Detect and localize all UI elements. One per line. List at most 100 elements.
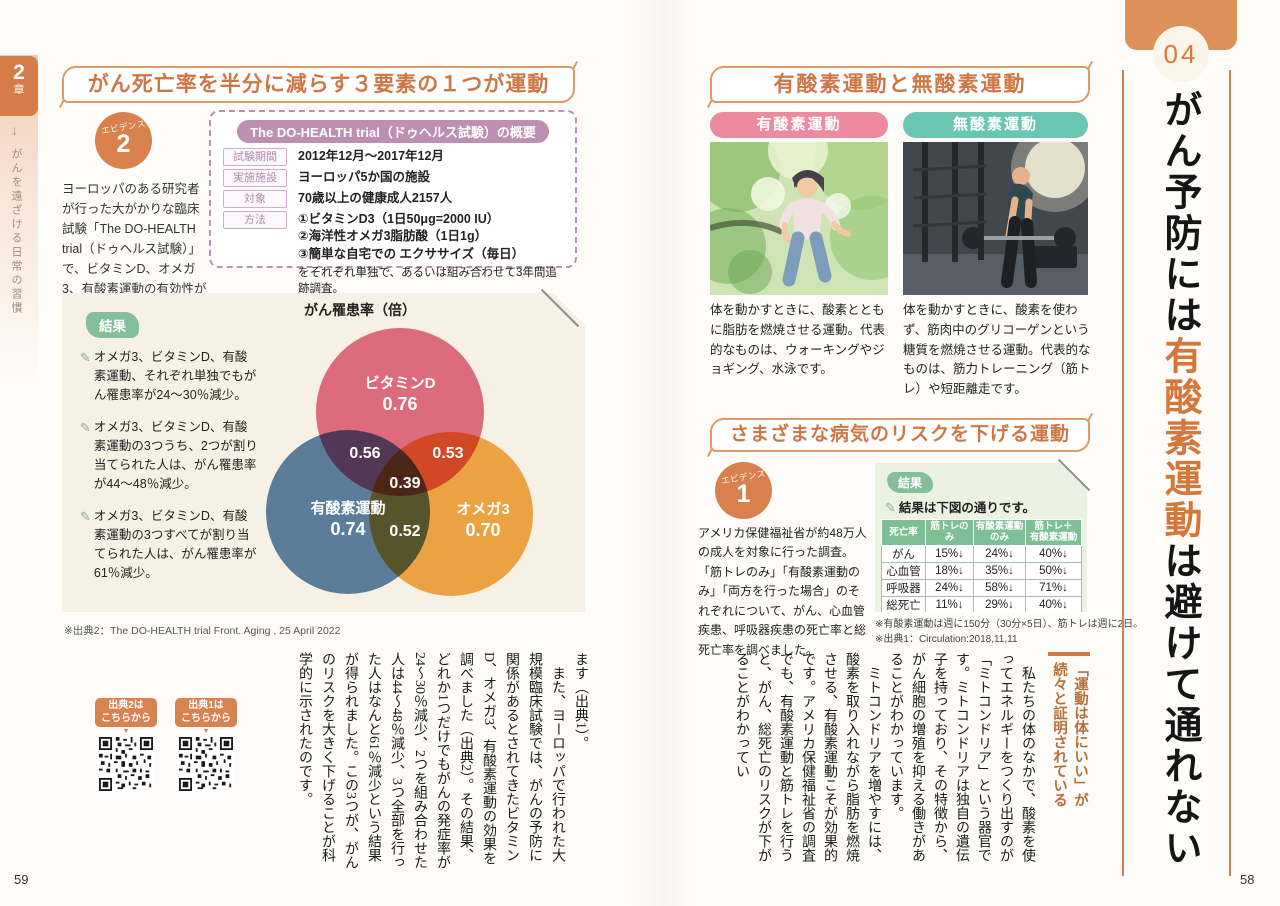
aerobic-photo [710,142,888,295]
trial-row-label: 対象 [223,190,287,208]
left-body-text: ます（出典1）。 また、ヨーロッパで行われた大規模臨床試験では、がんの予防に関係… [297,652,588,869]
chapter-label: がんを遠ざける日常の習慣 [10,148,22,316]
table-cell: 18%↓ [926,562,974,579]
section-title-post: は避けて通れない [1158,541,1200,869]
anaerobic-pill: 無酸素運動 [903,112,1088,138]
evidence-number: 2 [116,130,131,158]
table-header: 筋トレのみ [926,520,974,546]
page-number-right: 58 [1240,872,1255,887]
aerobic-caption: 体を動かすときに、酸素とともに脂肪を燃焼させる運動。代表的なものは、ウォーキング… [710,303,886,377]
result-bullet: ✎ オメガ3、ビタミンD、有酸素運動の3つすべてが割り当てられた人は、がん罹患率… [80,507,258,583]
result-bullet-list: ✎ オメガ3、ビタミンD、有酸素運動、それぞれ単独でもがん罹患率が24～30％減… [80,348,258,596]
qr-code-source1 [179,737,233,791]
venn-circle-omega3 [369,432,533,596]
section-number-badge: 04 [1153,26,1209,82]
evidence-number: 1 [736,480,751,508]
trial-row: 実施施設 ヨーロッパ5か国の施設 [223,169,563,187]
trial-row-value: ①ビタミンD3（1日50μg=2000 IU） ②海洋性オメガ3脂肪酸（1日1g… [298,212,525,261]
section-title-pre: がん予防には [1158,90,1200,336]
table-cell: 24%↓ [926,579,974,596]
section-rule-left [1122,70,1124,876]
table-cell: 71%↓ [1026,579,1082,596]
chapter-unit: 章 [13,84,25,96]
venn-overlap-value: 0.39 [389,475,421,492]
trial-method-note: をそれぞれ単独で、あるいは組み合わせて3年間追跡調査。 [298,266,557,295]
evidence-1-paragraph: アメリカ保健福祉省が約48万人の成人を対象に行った調査。「筋トレのみ」「有酸素運… [698,526,867,657]
table-header: 筋トレ＋ 有酸素運動 [1026,520,1082,546]
table-cell: 58%↓ [974,579,1026,596]
venn-label-aerobic: 有酸素運動 0.74 [278,500,418,540]
table-header-row: 死亡率 筋トレのみ 有酸素運動 のみ 筋トレ＋ 有酸素運動 [882,520,1082,546]
venn-overlap-value: 0.56 [349,445,381,462]
chapter-number: 2 [13,61,25,84]
table-cell: 呼吸器 [882,579,926,596]
trial-row: 方法 ①ビタミンD3（1日50μg=2000 IU） ②海洋性オメガ3脂肪酸（1… [223,211,563,263]
bullet-text: オメガ3、ビタミンD、有酸素運動の3つすべてが割り当てられた人は、がん罹患率が6… [93,509,257,580]
table-cell: 50%↓ [1026,562,1082,579]
pencil-icon: ✎ [80,350,91,365]
table-row: 呼吸器 24%↓ 58%↓ 71%↓ [882,579,1082,596]
section-title: がん予防には有酸素運動は避けて通れない [1132,90,1222,880]
trial-row-value: ヨーロッパ5か国の施設 [298,170,430,184]
qr-badge-source1: 出典1は こちらから [175,698,237,727]
venn-diagram: ビタミンD 0.76 有酸素運動 0.74 オメガ3 0.70 0.56 0.5… [257,323,582,608]
result-badge-left: 結果 [86,312,139,338]
table-row: がん 15%↓ 24%↓ 40%↓ [882,545,1082,562]
table-cell: 心血管 [882,562,926,579]
table-cell: 40%↓ [1026,596,1082,613]
venn-label-omega3: オメガ3 0.70 [413,501,553,541]
qr-item-source2: 出典2は こちらから ▼ [95,698,157,796]
chapter-arrow-icon: ↓ [11,122,18,138]
venn-overlap-value: 0.53 [432,445,464,462]
result-bullet: ✎ オメガ3、ビタミンD、有酸素運動、それぞれ単独でもがん罹患率が24～30％減… [80,348,258,405]
venn-set-value: 0.74 [330,518,366,539]
chapter-tab: 2 章 [0,56,38,116]
table-cell: 24%↓ [974,545,1026,562]
right-page-title: 有酸素運動と無酸素運動 [710,66,1090,103]
table-row: 総死亡 11%↓ 29%↓ 40%↓ [882,596,1082,613]
trial-row-label: 方法 [223,211,287,229]
table-cell: 35%↓ [974,562,1026,579]
venn-overlap-value: 0.52 [389,523,421,540]
anaerobic-caption: 体を動かすときに、酸素を使わず、筋肉中のグリコーゲンという糖質を燃焼させる運動。… [903,303,1091,396]
result-badge-right: 結果 [887,472,933,493]
qr-pointer-icon: ▼ [122,728,130,735]
section-title-highlight: 有酸素運動 [1158,336,1200,541]
qr-item-source1: 出典1は こちらから ▼ [175,698,237,796]
jogging-woman-illustration [710,142,888,295]
table-cell: 11%↓ [926,596,974,613]
qr-code-source2 [99,737,153,791]
result-bullet: ✎ オメガ3、ビタミンD、有酸素運動の3つうち、2つが割り当てられた人は、がん罹… [80,418,258,494]
table-cell: 29%↓ [974,596,1026,613]
table-cell: がん [882,545,926,562]
result-note-text: 結果は下図の通りです。 [898,501,1036,515]
right-body-column: 「運動は体にいい」が 続々と証明されている 私たちの体のなかで、酸素を使ってエネ… [700,652,1090,875]
result-panel-right: 結果 ✎ 結果は下図の通りです。 死亡率 筋トレのみ 有酸素運動 のみ 筋トレ＋ … [875,463,1087,612]
pencil-icon: ✎ [80,420,91,435]
table-cell: 15%↓ [926,545,974,562]
trial-row-label: 実施施設 [223,169,287,187]
pencil-icon: ✎ [80,509,91,524]
trial-row: 対象 70歳以上の健康成人2157人 [223,190,563,208]
trial-row: 試験期間 2012年12月～2017年12月 [223,148,563,166]
section-rule-right [1229,70,1231,876]
venn-set-name: 有酸素運動 [310,500,386,517]
source-citation-2: ※出典2：The DO-HEALTH trial Front. Aging , … [64,625,341,637]
table-cell: 総死亡 [882,596,926,613]
table-cell: 40%↓ [1026,545,1082,562]
venn-title: がん罹患率（倍） [304,302,416,318]
evidence-badge-1: エビデンス 1 [715,462,772,519]
aerobic-pill: 有酸素運動 [710,112,888,138]
bullet-text: オメガ3、ビタミンD、有酸素運動、それぞれ単独でもがん罹患率が24～30％減少。 [93,350,257,402]
qr-pointer-icon: ▼ [202,728,210,735]
pencil-icon: ✎ [885,500,896,515]
gym-deadlift-illustration [903,142,1088,295]
trial-box-title: The DO-HEALTH trial（ドゥヘルス試験）の概要 [237,120,549,143]
trial-summary-box: The DO-HEALTH trial（ドゥヘルス試験）の概要 試験期間 201… [209,110,577,295]
page-number-left: 59 [14,872,29,887]
venn-set-value: 0.70 [465,519,501,540]
anaerobic-photo [903,142,1088,295]
venn-label-vitamin-d: ビタミンD 0.76 [330,375,470,415]
evidence-badge-2: エビデンス 2 [95,112,152,169]
bullet-text: オメガ3、ビタミンD、有酸素運動の3つうち、2つが割り当てられた人は、がん罹患率… [93,420,258,491]
